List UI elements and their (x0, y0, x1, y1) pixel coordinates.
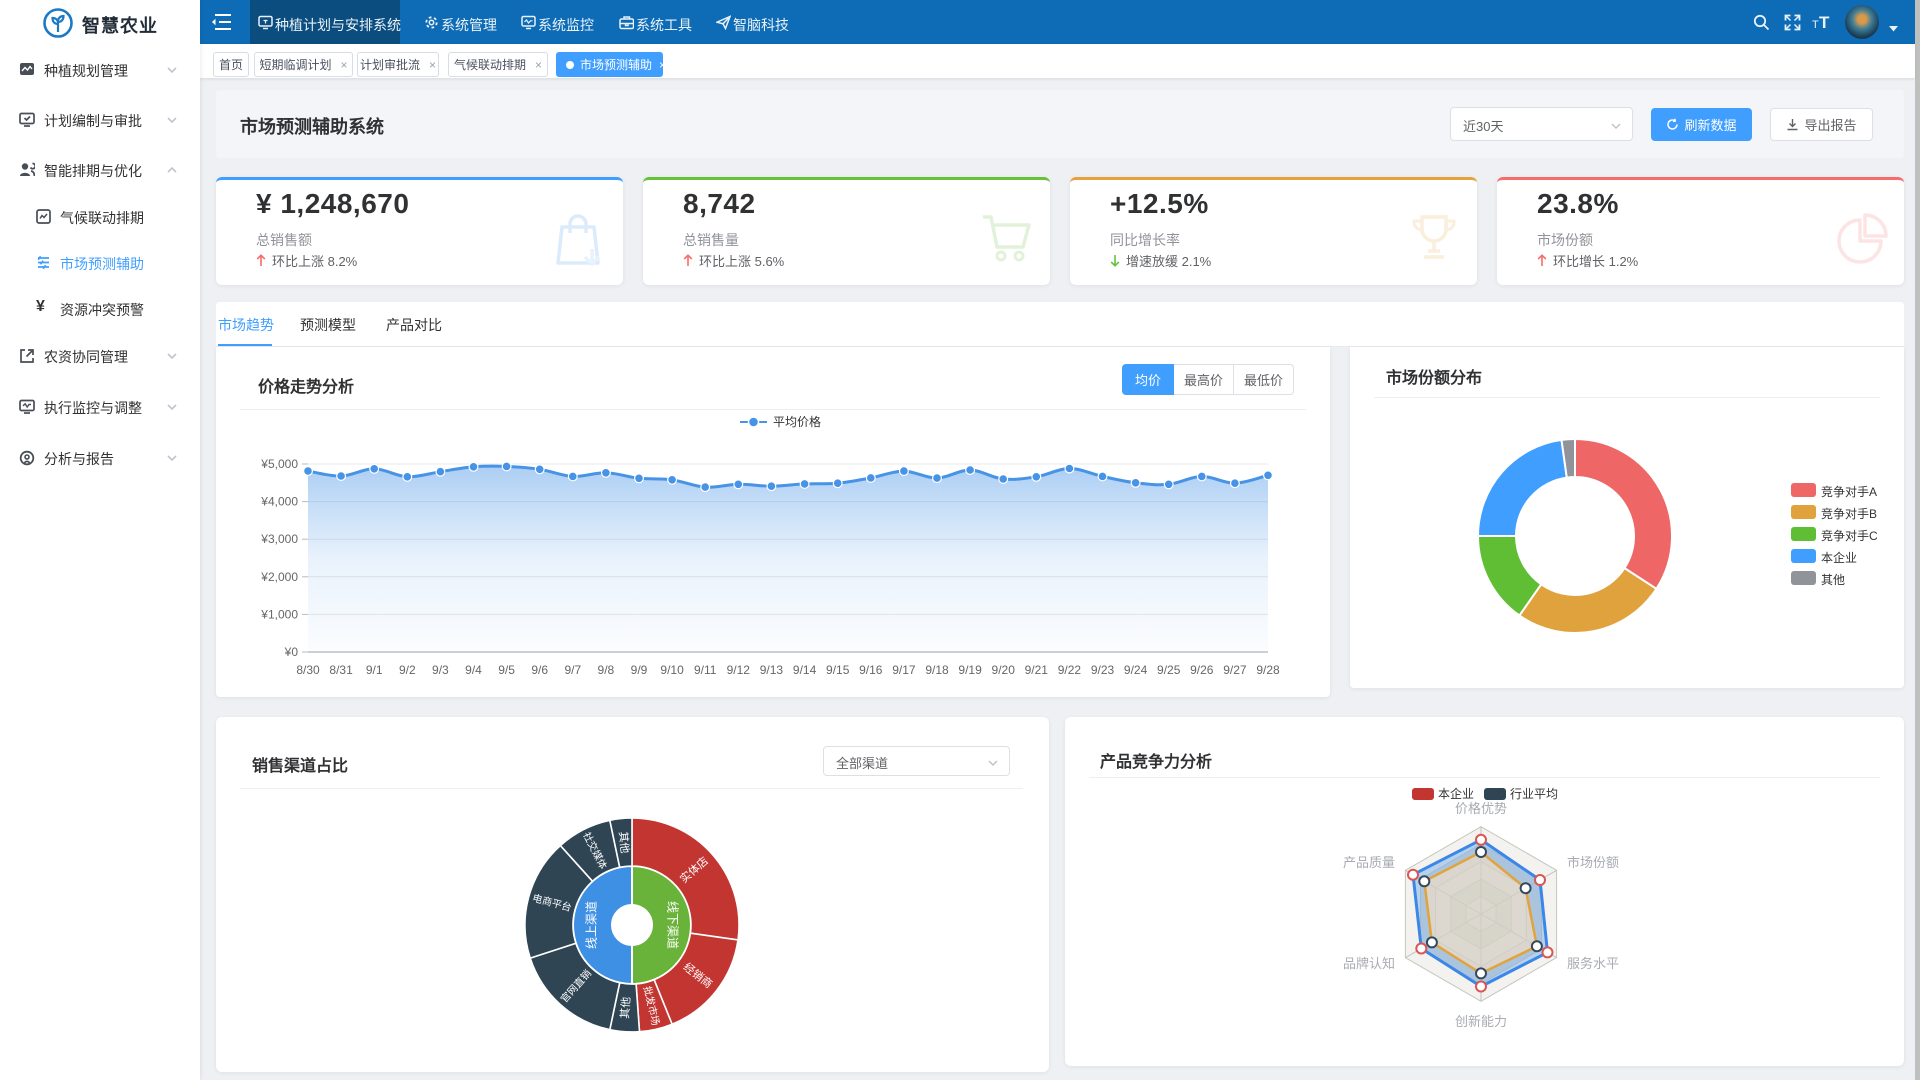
svg-text:线上渠道: 线上渠道 (585, 901, 599, 949)
svg-text:9/1: 9/1 (366, 663, 383, 677)
svg-text:9/2: 9/2 (399, 663, 416, 677)
svg-text:9/8: 9/8 (598, 663, 615, 677)
svg-text:9/14: 9/14 (793, 663, 817, 677)
svg-text:9/5: 9/5 (498, 663, 515, 677)
svg-text:8/30: 8/30 (296, 663, 320, 677)
svg-text:¥2,000: ¥2,000 (260, 570, 298, 584)
svg-text:9/22: 9/22 (1058, 663, 1082, 677)
svg-text:9/7: 9/7 (564, 663, 581, 677)
svg-text:9/21: 9/21 (1025, 663, 1049, 677)
svg-text:9/27: 9/27 (1223, 663, 1247, 677)
svg-text:9/28: 9/28 (1256, 663, 1280, 677)
svg-text:市场份额: 市场份额 (1567, 855, 1619, 870)
svg-text:9/13: 9/13 (760, 663, 784, 677)
svg-text:T: T (1812, 19, 1819, 31)
svg-text:¥0: ¥0 (284, 645, 299, 659)
svg-text:9/19: 9/19 (958, 663, 982, 677)
svg-text:9/24: 9/24 (1124, 663, 1148, 677)
svg-text:9/25: 9/25 (1157, 663, 1181, 677)
svg-text:其他: 其他 (616, 831, 631, 854)
svg-text:9/10: 9/10 (660, 663, 684, 677)
svg-text:9/17: 9/17 (892, 663, 916, 677)
svg-text:9/3: 9/3 (432, 663, 449, 677)
svg-text:创新能力: 创新能力 (1455, 1014, 1507, 1029)
svg-text:产品质量: 产品质量 (1343, 855, 1395, 870)
svg-text:其他: 其他 (618, 996, 633, 1019)
svg-text:9/16: 9/16 (859, 663, 883, 677)
svg-text:¥4,000: ¥4,000 (260, 495, 298, 509)
svg-text:线下渠道: 线下渠道 (665, 901, 679, 949)
svg-text:9/12: 9/12 (727, 663, 751, 677)
svg-text:8/31: 8/31 (329, 663, 353, 677)
svg-text:T: T (1819, 13, 1830, 32)
svg-text:9/11: 9/11 (694, 663, 717, 677)
svg-text:品牌认知: 品牌认知 (1343, 956, 1395, 971)
svg-text:¥3,000: ¥3,000 (260, 532, 298, 546)
svg-text:9/15: 9/15 (826, 663, 850, 677)
svg-text:9/23: 9/23 (1091, 663, 1115, 677)
svg-text:¥5,000: ¥5,000 (260, 457, 298, 471)
svg-text:9/9: 9/9 (631, 663, 648, 677)
svg-text:¥1,000: ¥1,000 (260, 607, 298, 621)
svg-text:价格优势: 价格优势 (1455, 801, 1507, 816)
svg-text:9/26: 9/26 (1190, 663, 1214, 677)
svg-text:服务水平: 服务水平 (1567, 956, 1619, 971)
svg-text:9/4: 9/4 (465, 663, 482, 677)
svg-text:9/6: 9/6 (531, 663, 548, 677)
svg-text:9/18: 9/18 (925, 663, 949, 677)
svg-text:9/20: 9/20 (992, 663, 1016, 677)
